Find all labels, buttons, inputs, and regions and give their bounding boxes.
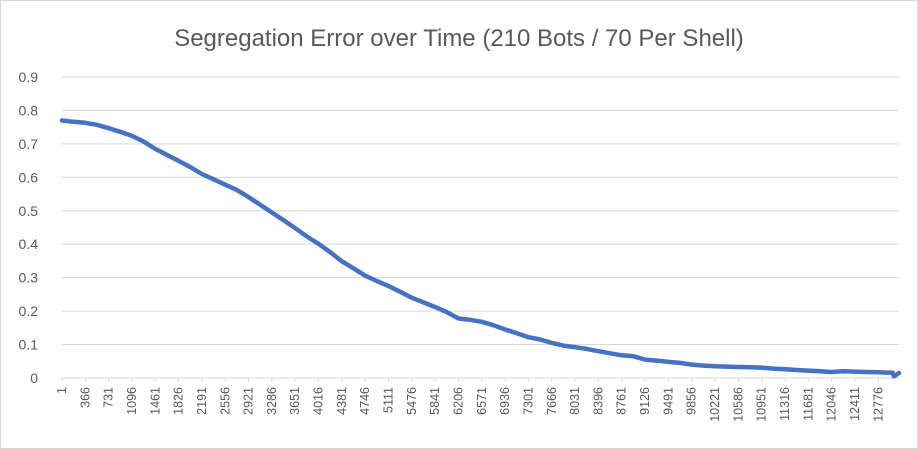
x-tick-label: 3651	[288, 387, 302, 415]
x-axis-ticks: 1 366 731 1096 1461 1826 2191 2556 2921 3286 3651 4…	[55, 378, 885, 422]
x-tick-label: 366	[78, 387, 92, 408]
x-tick-label: 10221	[708, 387, 722, 422]
x-tick-label: 10586	[731, 387, 745, 422]
x-tick-label: 731	[102, 387, 116, 408]
x-tick-label: 12046	[825, 387, 839, 422]
y-tick-label: 0.8	[19, 102, 39, 118]
x-tick-label: 8761	[615, 387, 629, 415]
x-tick-label: 11681	[801, 387, 815, 421]
x-tick-label: 4381	[335, 387, 349, 415]
x-tick-label: 10951	[755, 387, 769, 422]
x-tick-label: 12776	[871, 387, 885, 422]
y-tick-label: 0.2	[19, 303, 39, 319]
gridlines	[62, 76, 899, 379]
x-tick-label: 5476	[405, 387, 419, 415]
x-tick-label: 1826	[172, 387, 186, 415]
y-tick-label: 0	[30, 370, 38, 386]
y-tick-label: 0.7	[19, 136, 39, 152]
y-tick-label: 0.3	[19, 270, 39, 286]
x-tick-label: 6206	[451, 387, 465, 415]
x-tick-label: 2191	[195, 387, 209, 415]
x-tick-label: 6936	[498, 387, 512, 415]
x-tick-label: 7301	[521, 387, 535, 415]
x-tick-label: 11316	[778, 387, 792, 421]
x-tick-label: 3286	[265, 387, 279, 415]
x-tick-label: 4016	[312, 387, 326, 415]
x-tick-label: 6571	[475, 387, 489, 415]
x-tick-label: 9856	[685, 387, 699, 415]
x-tick-label: 5841	[428, 387, 442, 415]
x-tick-label: 5111	[382, 387, 396, 413]
x-tick-label: 2921	[242, 387, 256, 415]
x-tick-label: 1461	[148, 387, 162, 415]
x-tick-label: 4746	[358, 387, 372, 415]
series-layer	[59, 118, 902, 379]
x-tick-label: 2556	[218, 387, 232, 415]
x-tick-label: 8396	[591, 387, 605, 415]
y-tick-label: 0.6	[19, 169, 39, 185]
y-tick-label: 0.5	[19, 203, 39, 219]
series-line	[59, 118, 902, 379]
x-tick-label: 9491	[661, 387, 675, 415]
x-tick-label: 7666	[545, 387, 559, 415]
x-tick-label: 1096	[125, 387, 139, 415]
y-axis-ticks: 0 0.1 0.2 0.3 0.4 0.5 0.6 0.7 0.8 0.9	[19, 69, 39, 386]
x-tick-label: 12411	[848, 387, 862, 421]
y-tick-label: 0.9	[19, 69, 39, 85]
y-tick-label: 0.4	[19, 236, 39, 252]
x-tick-label: 9126	[638, 387, 652, 415]
x-tick-label: 1	[55, 387, 69, 394]
x-tick-label: 8031	[568, 387, 582, 415]
y-tick-label: 0.1	[19, 337, 39, 353]
chart-title: Segregation Error over Time (210 Bots / …	[174, 25, 744, 52]
